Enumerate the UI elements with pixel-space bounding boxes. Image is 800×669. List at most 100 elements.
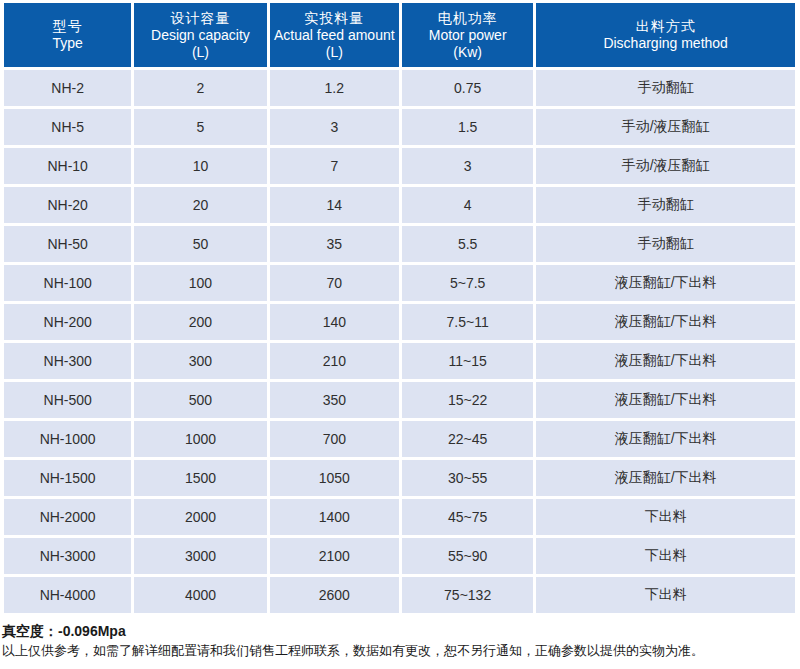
- cell-col5: 下出料: [536, 538, 795, 574]
- disclaimer-note: 以上仅供参考，如需了解详细配置请和我们销售工程师联系，数据如有更改，恕不另行通知…: [2, 641, 800, 661]
- table-row: NH-101073手动/液压翻缸: [4, 148, 795, 184]
- cell-col4: 15~22: [402, 382, 533, 418]
- cell-col2: 50: [134, 226, 266, 262]
- cell-col3: 70: [270, 265, 399, 301]
- cell-col4: 7.5~11: [402, 304, 533, 340]
- table-row: NH-40004000260075~132下出料: [4, 577, 795, 613]
- cell-col4: 0.75: [402, 70, 533, 106]
- column-header-en: Discharging method: [540, 35, 791, 52]
- cell-col2: 5: [134, 109, 266, 145]
- cell-col3: 1400: [270, 499, 399, 535]
- cell-col2: 20: [134, 187, 266, 223]
- cell-col3: 3: [270, 109, 399, 145]
- cell-col5: 液压翻缸/下出料: [536, 382, 795, 418]
- cell-col4: 11~15: [402, 343, 533, 379]
- cell-col5: 手动翻缸: [536, 187, 795, 223]
- column-header-unit: (Kw): [406, 44, 529, 61]
- column-header-1: 型号Type: [4, 3, 131, 67]
- column-header-zh: 设计容量: [138, 10, 262, 27]
- cell-col5: 液压翻缸/下出料: [536, 304, 795, 340]
- header-row: 型号Type设计容量Design capacity(L)实投料量Actual f…: [4, 3, 795, 67]
- column-header-5: 出料方式Discharging method: [536, 3, 795, 67]
- cell-col5: 液压翻缸/下出料: [536, 265, 795, 301]
- table-row: NH-5531.5手动/液压翻缸: [4, 109, 795, 145]
- cell-col3: 1.2: [270, 70, 399, 106]
- cell-col1: NH-2: [4, 70, 131, 106]
- cell-col2: 2: [134, 70, 266, 106]
- cell-col2: 1500: [134, 460, 266, 496]
- cell-col1: NH-200: [4, 304, 131, 340]
- cell-col1: NH-4000: [4, 577, 131, 613]
- cell-col2: 500: [134, 382, 266, 418]
- table-row: NH-50050035015~22液压翻缸/下出料: [4, 382, 795, 418]
- table-row: NH-2020144手动翻缸: [4, 187, 795, 223]
- cell-col4: 30~55: [402, 460, 533, 496]
- column-header-en: Design capacity: [138, 27, 262, 44]
- cell-col1: NH-1500: [4, 460, 131, 496]
- cell-col4: 5.5: [402, 226, 533, 262]
- cell-col4: 45~75: [402, 499, 533, 535]
- cell-col4: 55~90: [402, 538, 533, 574]
- column-header-zh: 型号: [8, 18, 127, 35]
- cell-col1: NH-1000: [4, 421, 131, 457]
- cell-col3: 140: [270, 304, 399, 340]
- cell-col1: NH-50: [4, 226, 131, 262]
- column-header-unit: (L): [138, 44, 262, 61]
- cell-col3: 700: [270, 421, 399, 457]
- column-header-2: 设计容量Design capacity(L): [134, 3, 266, 67]
- column-header-4: 电机功率Motor power(Kw): [402, 3, 533, 67]
- cell-col2: 4000: [134, 577, 266, 613]
- cell-col5: 手动/液压翻缸: [536, 148, 795, 184]
- cell-col2: 100: [134, 265, 266, 301]
- cell-col2: 10: [134, 148, 266, 184]
- cell-col3: 35: [270, 226, 399, 262]
- cell-col3: 1050: [270, 460, 399, 496]
- cell-col2: 2000: [134, 499, 266, 535]
- cell-col4: 4: [402, 187, 533, 223]
- cell-col3: 2600: [270, 577, 399, 613]
- column-header-zh: 实投料量: [274, 10, 395, 27]
- cell-col5: 手动/液压翻缸: [536, 109, 795, 145]
- cell-col1: NH-20: [4, 187, 131, 223]
- footer-notes: 真空度：-0.096Mpa 以上仅供参考，如需了解详细配置请和我们销售工程师联系…: [2, 621, 800, 661]
- cell-col3: 210: [270, 343, 399, 379]
- table-row: NH-30003000210055~90下出料: [4, 538, 795, 574]
- cell-col4: 22~45: [402, 421, 533, 457]
- cell-col4: 3: [402, 148, 533, 184]
- column-header-zh: 电机功率: [406, 10, 529, 27]
- table-row: NH-100100705~7.5液压翻缸/下出料: [4, 265, 795, 301]
- cell-col4: 5~7.5: [402, 265, 533, 301]
- cell-col5: 液压翻缸/下出料: [536, 343, 795, 379]
- table-body: NH-221.20.75手动翻缸NH-5531.5手动/液压翻缸NH-10107…: [4, 70, 795, 613]
- cell-col5: 下出料: [536, 499, 795, 535]
- cell-col5: 手动翻缸: [536, 226, 795, 262]
- column-header-3: 实投料量Actual feed amount(L): [270, 3, 399, 67]
- column-header-en: Actual feed amount: [274, 27, 395, 44]
- table-row: NH-221.20.75手动翻缸: [4, 70, 795, 106]
- column-header-en: Motor power: [406, 27, 529, 44]
- cell-col1: NH-10: [4, 148, 131, 184]
- cell-col5: 手动翻缸: [536, 70, 795, 106]
- cell-col3: 14: [270, 187, 399, 223]
- cell-col5: 液压翻缸/下出料: [536, 460, 795, 496]
- table-row: NH-20002000140045~75下出料: [4, 499, 795, 535]
- cell-col2: 300: [134, 343, 266, 379]
- cell-col1: NH-500: [4, 382, 131, 418]
- cell-col3: 2100: [270, 538, 399, 574]
- column-header-unit: (L): [274, 44, 395, 61]
- cell-col1: NH-3000: [4, 538, 131, 574]
- table-row: NH-5050355.5手动翻缸: [4, 226, 795, 262]
- table-row: NH-15001500105030~55液压翻缸/下出料: [4, 460, 795, 496]
- cell-col2: 1000: [134, 421, 266, 457]
- cell-col1: NH-100: [4, 265, 131, 301]
- column-header-zh: 出料方式: [540, 18, 791, 35]
- cell-col5: 下出料: [536, 577, 795, 613]
- cell-col3: 350: [270, 382, 399, 418]
- vacuum-note: 真空度：-0.096Mpa: [2, 621, 800, 641]
- cell-col2: 3000: [134, 538, 266, 574]
- cell-col1: NH-2000: [4, 499, 131, 535]
- spec-table-page: 型号Type设计容量Design capacity(L)实投料量Actual f…: [0, 0, 800, 669]
- cell-col5: 液压翻缸/下出料: [536, 421, 795, 457]
- table-header: 型号Type设计容量Design capacity(L)实投料量Actual f…: [4, 3, 795, 67]
- cell-col4: 75~132: [402, 577, 533, 613]
